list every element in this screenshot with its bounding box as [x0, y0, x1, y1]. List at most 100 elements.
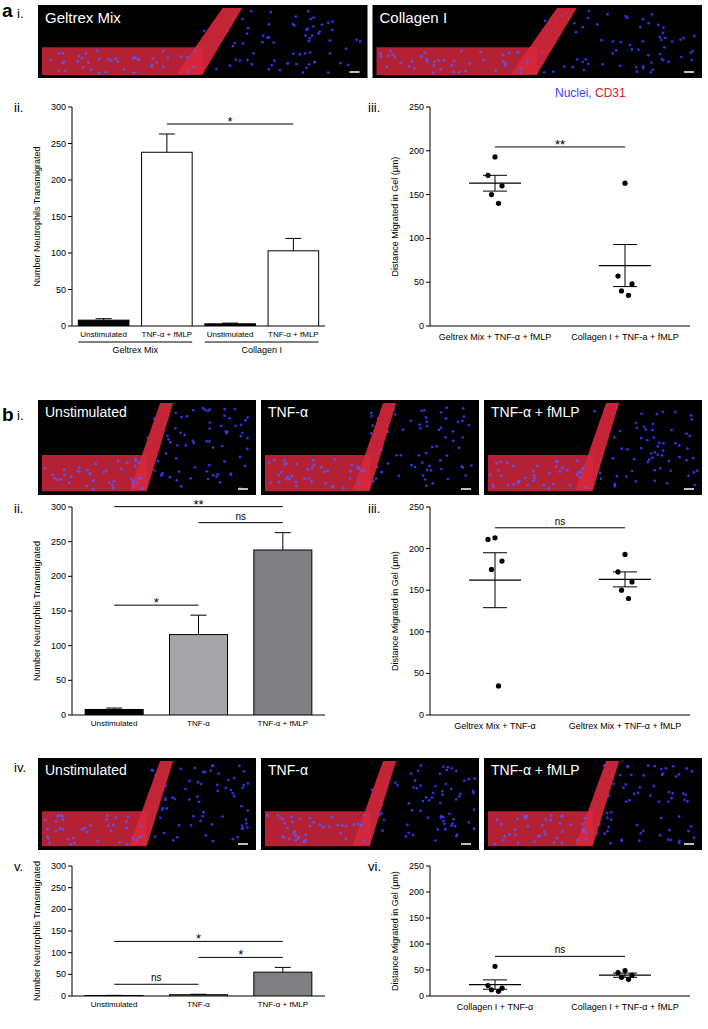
- nucleus: [424, 51, 427, 54]
- x-tick-label: Unstimulated: [91, 719, 138, 728]
- nucleus: [229, 64, 232, 67]
- nucleus: [667, 838, 670, 841]
- nucleus: [678, 773, 681, 776]
- nucleus: [678, 456, 681, 459]
- nucleus: [499, 460, 502, 463]
- nucleus: [459, 793, 462, 796]
- nucleus: [445, 783, 448, 786]
- nucleus: [261, 41, 264, 44]
- nucleus: [613, 436, 616, 439]
- nucleus: [385, 65, 388, 68]
- nucleus: [134, 459, 137, 462]
- nucleus: [394, 781, 397, 784]
- nucleus: [524, 476, 527, 479]
- nucleus: [426, 60, 429, 63]
- nucleus: [178, 470, 181, 473]
- nucleus: [90, 68, 93, 71]
- nucleus: [606, 13, 609, 16]
- nucleus: [352, 823, 355, 826]
- nucleus: [426, 420, 429, 423]
- nucleus: [270, 64, 273, 67]
- nucleus: [89, 824, 92, 827]
- nucleus: [339, 62, 342, 65]
- nucleus: [391, 53, 394, 56]
- y-axis-label: Distance Migrated in Gel (μm): [390, 551, 400, 671]
- nucleus: [512, 464, 515, 467]
- nucleus: [441, 793, 444, 796]
- nucleus: [309, 18, 312, 21]
- nucleus: [437, 59, 440, 62]
- nucleus: [246, 416, 249, 419]
- nucleus: [126, 461, 129, 464]
- nucleus: [288, 477, 291, 480]
- nucleus: [576, 839, 579, 842]
- nucleus: [413, 67, 416, 70]
- nucleus: [450, 64, 453, 67]
- nucleus: [168, 476, 171, 479]
- nucleus: [215, 67, 218, 70]
- y-tick-label: 200: [51, 904, 66, 914]
- nucleus: [290, 474, 293, 477]
- nucleus: [661, 410, 664, 413]
- nucleus: [174, 412, 177, 415]
- nucleus: [424, 478, 427, 481]
- error-bar: [191, 994, 207, 995]
- nucleus: [473, 827, 476, 830]
- chart: Distance Migrated in Gel (μm)05010015020…: [390, 102, 690, 342]
- bar: [170, 635, 228, 715]
- nucleus: [408, 65, 411, 68]
- nucleus: [159, 816, 162, 819]
- nucleus: [137, 58, 140, 61]
- nucleus: [552, 482, 555, 485]
- nucleus: [525, 815, 528, 818]
- data-point: [496, 683, 501, 688]
- bar: [85, 995, 143, 996]
- nucleus: [576, 473, 579, 476]
- y-tick: [426, 107, 430, 108]
- nucleus: [411, 60, 414, 63]
- nucleus: [646, 439, 649, 442]
- nucleus: [664, 37, 667, 40]
- nucleus: [227, 779, 230, 782]
- chart: Distance Migrated in Gel (μm)05010015020…: [390, 502, 690, 731]
- nucleus: [349, 470, 352, 473]
- nucleus: [92, 479, 95, 482]
- nucleus: [357, 466, 360, 469]
- error-bar: [106, 995, 122, 996]
- nucleus: [57, 69, 60, 72]
- nucleus: [640, 447, 643, 450]
- nucleus: [246, 32, 249, 35]
- nucleus: [273, 458, 276, 461]
- nucleus: [246, 826, 249, 829]
- nucleus: [414, 466, 417, 469]
- x-tick-label: Collagen I + TNF-α: [457, 1002, 533, 1012]
- nucleus: [112, 479, 115, 482]
- nucleus: [279, 69, 282, 72]
- vessel-branch: [353, 403, 397, 490]
- data-point: [626, 293, 631, 298]
- nucleus: [102, 470, 105, 473]
- plot-area: [469, 964, 651, 994]
- nucleus: [292, 52, 295, 55]
- nucleus: [308, 63, 311, 66]
- nucleus: [234, 425, 237, 428]
- significance-label: *: [228, 114, 233, 129]
- nucleus: [165, 807, 168, 810]
- nucleus: [212, 840, 215, 843]
- nucleus: [190, 824, 193, 827]
- nucleus: [187, 71, 190, 74]
- nucleus: [216, 790, 219, 793]
- nucleus: [304, 839, 307, 842]
- nucleus: [649, 71, 652, 74]
- nucleus: [69, 475, 72, 478]
- nucleus: [154, 835, 157, 838]
- nucleus: [360, 824, 363, 827]
- y-tick: [426, 282, 430, 283]
- nucleus: [245, 818, 248, 821]
- nucleus: [508, 833, 511, 836]
- nucleus: [575, 31, 578, 34]
- error-bar: [483, 553, 507, 608]
- nucleus: [193, 767, 196, 770]
- bar: [142, 152, 193, 326]
- y-tick-label: 150: [409, 585, 424, 595]
